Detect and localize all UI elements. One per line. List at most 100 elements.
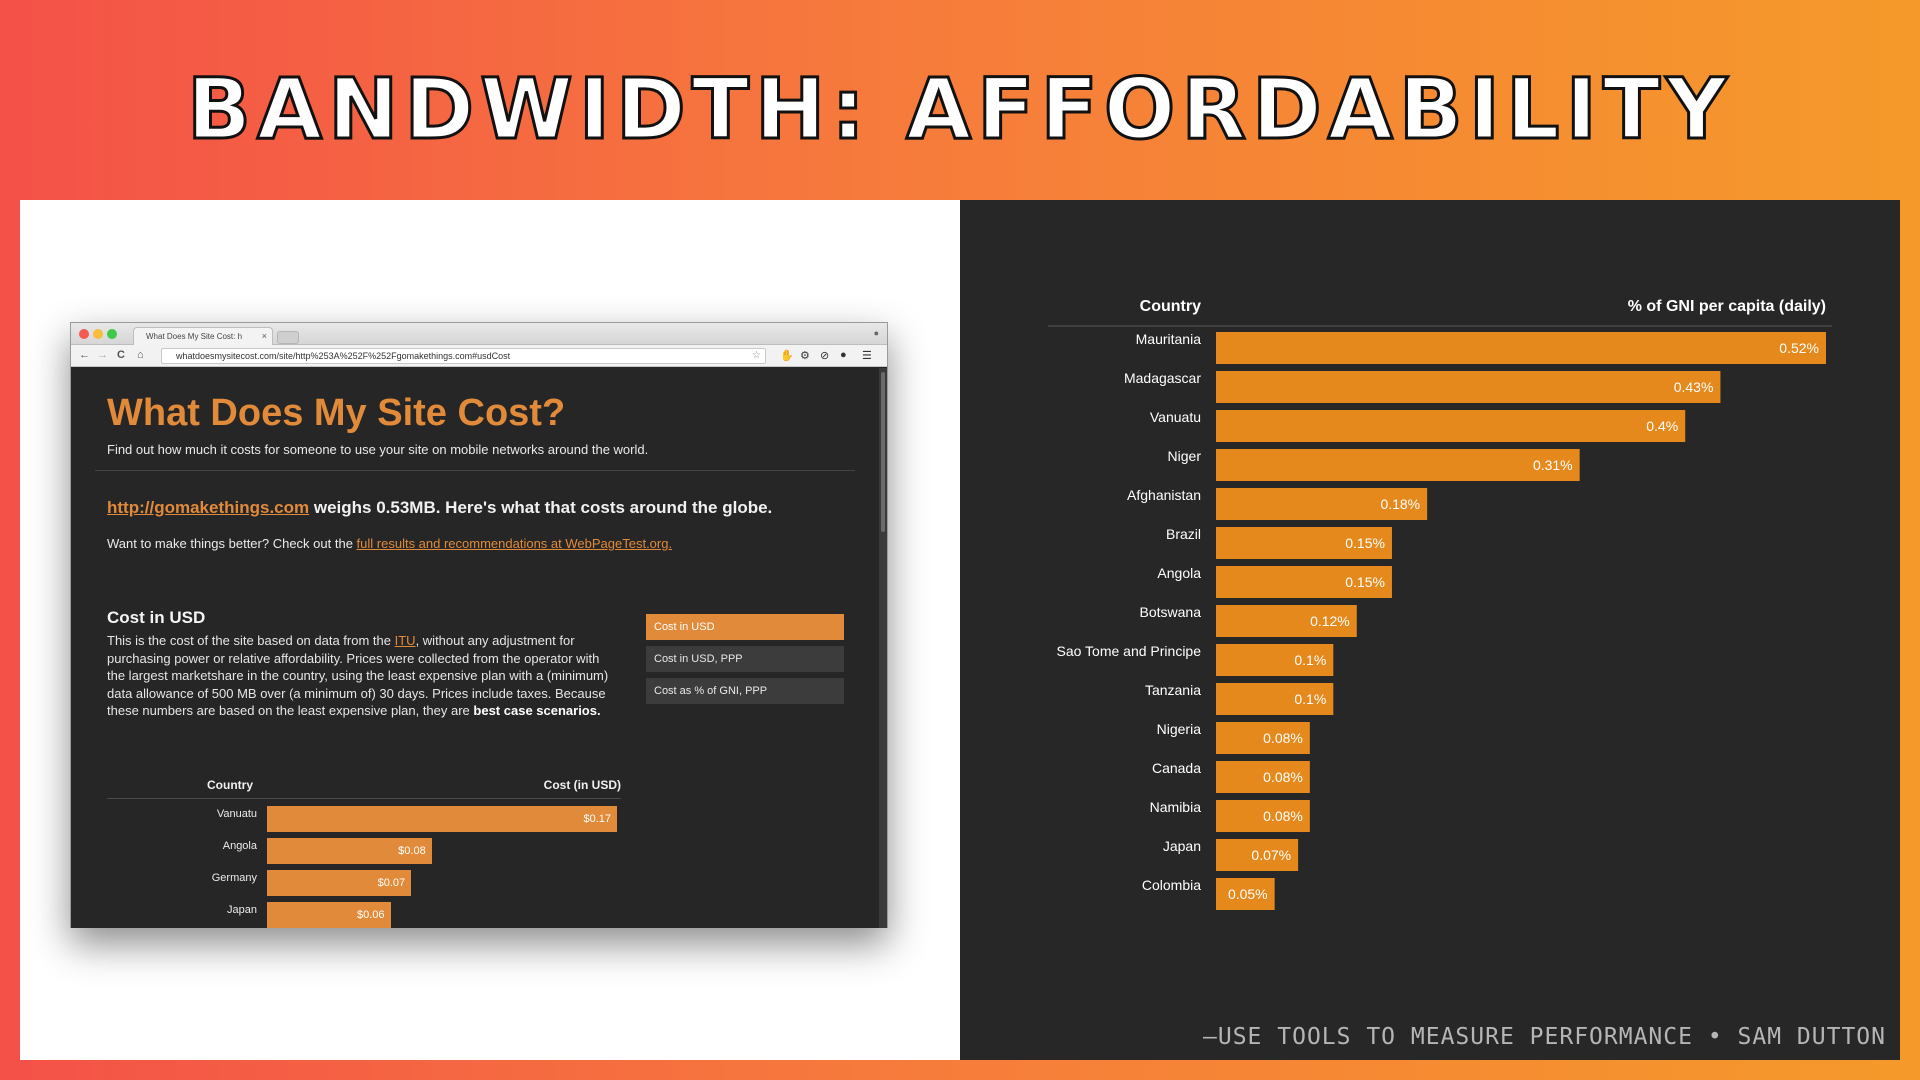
mini-country-label: Vanuatu <box>216 808 257 820</box>
chart-bar <box>1216 410 1686 442</box>
mini-bar-value: $0.17 <box>583 813 611 825</box>
chart-bar <box>1216 488 1428 520</box>
site-url-link[interactable]: http://gomakethings.com <box>107 498 310 517</box>
chart-country-label: Vanuatu <box>1150 409 1201 425</box>
close-tab-icon[interactable]: × <box>261 331 267 341</box>
tab-cost-usd-ppp[interactable]: Cost in USD, PPP <box>646 646 844 672</box>
chart-country-label: Madagascar <box>1124 370 1201 386</box>
mini-bar-value: $0.06 <box>356 909 385 921</box>
screenshot-panel: What Does My Site Cost: h × ● ← → C ⌂ wh… <box>20 200 960 1060</box>
chart-bar-value: 0.18% <box>1380 496 1420 512</box>
chart-country-label: Japan <box>1163 838 1201 854</box>
attribution-quote: —USE TOOLS TO MEASURE PERFORMANCE • SAM … <box>1203 1024 1886 1050</box>
chart-bar-value: 0.08% <box>1263 808 1303 824</box>
bookmark-star-icon[interactable]: ☆ <box>752 350 761 361</box>
mini-country-label: Angola <box>222 840 257 852</box>
chart-bar <box>1216 449 1580 481</box>
chart-country-label: Namibia <box>1150 799 1202 815</box>
webpagetest-link[interactable]: full results and recommendations at WebP… <box>356 536 673 551</box>
chart-bar-value: 0.08% <box>1263 730 1303 746</box>
mini-bar <box>267 838 432 864</box>
page-scrollbar[interactable] <box>879 368 887 928</box>
chart-country-label: Canada <box>1152 760 1201 776</box>
itu-link[interactable]: ITU <box>394 633 416 648</box>
desc-strong: best case scenarios. <box>473 703 601 718</box>
scroll-thumb[interactable] <box>881 372 885 532</box>
browser-tab[interactable]: What Does My Site Cost: h × <box>133 327 273 345</box>
chart-country-label: Niger <box>1168 448 1202 464</box>
chart-bar <box>1216 371 1721 403</box>
mini-header-rule <box>107 798 621 799</box>
new-tab-button[interactable] <box>277 331 299 344</box>
chart-bar <box>1216 761 1310 793</box>
profile-icon[interactable]: ● <box>873 328 879 338</box>
url-text: whatdoesmysitecost.com/site/http%253A%25… <box>176 351 511 361</box>
browser-nav-bar: ← → C ⌂ whatdoesmysitecost.com/site/http… <box>71 345 887 367</box>
chart-country-label: Tanzania <box>1145 682 1201 698</box>
chart-bar <box>1216 839 1299 871</box>
maximize-window-icon[interactable] <box>107 329 117 339</box>
chart-country-label: Sao Tome and Principe <box>1057 643 1202 659</box>
chart-country-label: Mauritania <box>1136 331 1202 347</box>
mini-bar-value: $0.08 <box>398 845 426 857</box>
chart-country-label: Colombia <box>1142 877 1201 893</box>
block-icon[interactable]: ⊘ <box>820 350 830 362</box>
chart-bar-value: 0.1% <box>1294 691 1326 707</box>
chart-bar <box>1216 683 1334 715</box>
tab-cost-usd[interactable]: Cost in USD <box>646 614 844 640</box>
chart-bar-value: 0.43% <box>1674 379 1714 395</box>
chart-country-label: Afghanistan <box>1127 487 1201 503</box>
chart-bar-value: 0.08% <box>1263 769 1303 785</box>
home-icon[interactable]: ⌂ <box>137 349 144 361</box>
site-title: What Does My Site Cost? <box>107 392 566 434</box>
chart-country-label: Angola <box>1157 565 1201 581</box>
chart-bar <box>1216 332 1826 364</box>
chart-bar <box>1216 644 1334 676</box>
chart-bar-value: 0.15% <box>1345 574 1385 590</box>
settings-gear-icon[interactable]: ⚙ <box>800 350 810 362</box>
improve-text: Want to make things better? Check out th… <box>107 536 672 551</box>
page-viewport: What Does My Site Cost? Find out how muc… <box>71 368 881 928</box>
chart-bar-value: 0.4% <box>1646 418 1678 434</box>
tab-title: What Does My Site Cost: h <box>146 332 243 341</box>
desc-part-a: This is the cost of the site based on da… <box>107 633 395 648</box>
mini-bar-value: $0.07 <box>377 877 406 889</box>
chart-bar-value: 0.15% <box>1345 535 1385 551</box>
cost-description: This is the cost of the site based on da… <box>107 632 612 720</box>
close-window-icon[interactable] <box>79 329 89 339</box>
forward-icon[interactable]: → <box>97 349 108 361</box>
chart-bar-value: 0.12% <box>1310 613 1350 629</box>
chart-bar-value: 0.31% <box>1533 457 1573 473</box>
chart-country-label: Nigeria <box>1157 721 1202 737</box>
chart-bar <box>1216 527 1392 559</box>
cost-heading: Cost in USD <box>107 608 206 627</box>
minimize-window-icon[interactable] <box>93 329 103 339</box>
mini-col-country: Country <box>207 778 253 792</box>
chart-bar <box>1216 566 1392 598</box>
mini-bar <box>267 902 391 928</box>
extension-hand-icon[interactable]: ✋ <box>780 350 794 362</box>
chart-bar <box>1216 800 1310 832</box>
desc-part-b: , without any adjustment for purchasing … <box>107 633 609 718</box>
chart-col-value: % of GNI per capita (daily) <box>1628 298 1826 315</box>
improve-prefix: Want to make things better? Check out th… <box>107 536 357 551</box>
slide-title: BANDWIDTH: AFFORDABILITY <box>186 59 1733 160</box>
mini-country-label: Germany <box>211 872 257 884</box>
chart-bar-value: 0.05% <box>1228 886 1268 902</box>
menu-icon[interactable]: ☰ <box>862 350 872 362</box>
tab-cost-gni-ppp[interactable]: Cost as % of GNI, PPP <box>646 678 844 704</box>
result-headline: http://gomakethings.com weighs 0.53MB. H… <box>107 498 772 518</box>
divider <box>95 470 855 471</box>
chart-bar-value: 0.1% <box>1294 652 1326 668</box>
reload-icon[interactable]: C <box>117 349 125 361</box>
address-bar[interactable]: whatdoesmysitecost.com/site/http%253A%25… <box>161 348 766 364</box>
chart-col-country: Country <box>1140 298 1201 315</box>
back-icon[interactable]: ← <box>79 349 90 361</box>
headline-text: weighs 0.53MB. Here's what that costs ar… <box>309 498 773 517</box>
mini-country-label: Japan <box>227 904 257 916</box>
mini-bar <box>267 806 617 832</box>
chart-bar <box>1216 878 1275 910</box>
extension-circle-icon[interactable]: ● <box>840 349 847 361</box>
chart-bar <box>1216 605 1357 637</box>
chart-panel: Country % of GNI per capita (daily) Maurit… <box>960 200 1900 1060</box>
